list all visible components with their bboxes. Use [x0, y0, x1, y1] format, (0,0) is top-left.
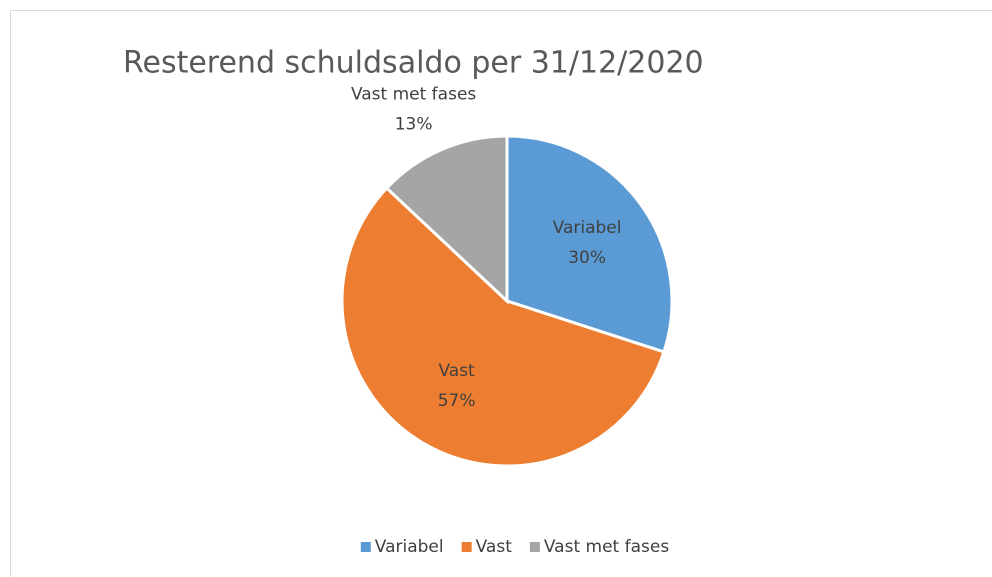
pie-slice — [340, 185, 666, 468]
data-label-value: 30% — [568, 248, 606, 268]
data-label-name: Vast met fases — [351, 84, 476, 104]
legend-label: Vast — [476, 537, 513, 557]
legend-swatch — [529, 542, 540, 552]
pie-slice — [505, 134, 674, 354]
legend-label: Vast met fases — [544, 537, 669, 557]
legend-label: Variabel — [375, 537, 444, 557]
data-label-value: 13% — [395, 114, 433, 134]
data-label-name: Vast — [438, 361, 475, 381]
data-label-value: 57% — [438, 391, 476, 411]
legend-swatch — [360, 542, 371, 552]
chart-title: Resterend schuldsaldo per 31/12/2020 — [123, 46, 704, 81]
data-label-name: Variabel — [553, 218, 622, 238]
legend-swatch — [461, 542, 472, 552]
pie-slice — [384, 134, 509, 305]
